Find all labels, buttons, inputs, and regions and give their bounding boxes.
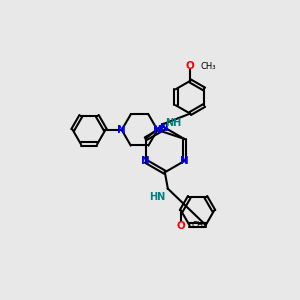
Text: CH₃: CH₃	[200, 61, 216, 70]
Text: HN: HN	[149, 192, 166, 202]
Text: N: N	[180, 156, 188, 166]
Text: NH: NH	[165, 118, 181, 128]
Text: N: N	[160, 123, 169, 133]
Text: N: N	[117, 125, 126, 135]
Text: N: N	[153, 125, 162, 135]
Text: N: N	[141, 156, 150, 166]
Text: CH₃: CH₃	[192, 221, 207, 230]
Text: O: O	[186, 61, 194, 71]
Text: O: O	[177, 221, 186, 231]
